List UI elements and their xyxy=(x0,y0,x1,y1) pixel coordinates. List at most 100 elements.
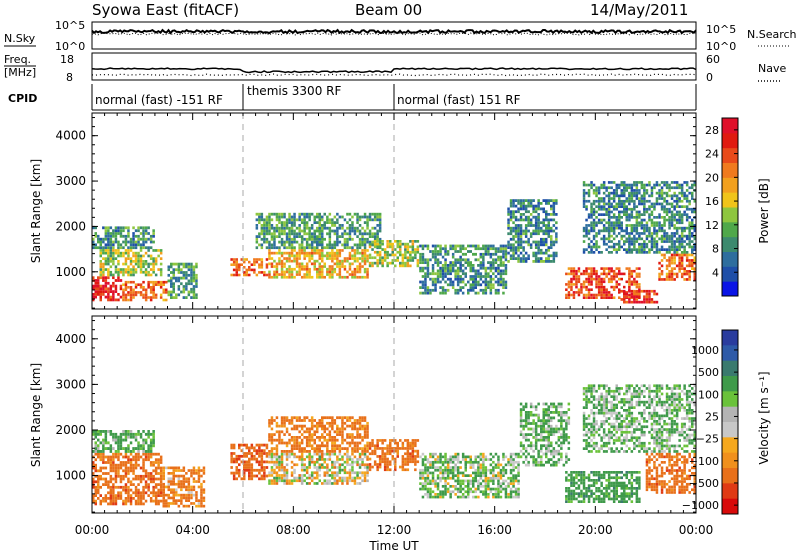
data-cell xyxy=(540,230,543,233)
data-cell xyxy=(203,497,206,500)
data-cell xyxy=(296,260,299,263)
data-cell xyxy=(356,436,359,439)
data-cell xyxy=(195,499,198,502)
data-cell xyxy=(404,251,407,254)
data-cell xyxy=(288,221,291,224)
data-cell xyxy=(150,461,153,464)
data-cell xyxy=(273,439,276,442)
data-cell xyxy=(673,278,676,281)
data-cell xyxy=(437,245,440,248)
data-cell xyxy=(102,290,105,293)
data-cell xyxy=(190,486,193,489)
data-cell xyxy=(283,482,286,485)
data-cell xyxy=(678,254,681,257)
data-cell xyxy=(618,200,621,203)
data-cell xyxy=(137,430,140,433)
data-cell xyxy=(369,458,372,461)
data-cell xyxy=(276,235,279,238)
data-cell xyxy=(389,254,392,257)
data-cell xyxy=(125,472,128,475)
data-cell xyxy=(203,469,206,472)
data-cell xyxy=(668,273,671,276)
data-cell xyxy=(691,211,694,214)
data-cell xyxy=(336,482,339,485)
data-cell xyxy=(359,433,362,436)
data-cell xyxy=(475,272,478,275)
data-cell xyxy=(293,447,296,450)
data-cell xyxy=(633,216,636,219)
data-cell xyxy=(585,184,588,187)
data-cell xyxy=(105,430,108,433)
data-cell xyxy=(636,197,639,200)
data-cell xyxy=(475,275,478,278)
data-cell xyxy=(266,227,269,230)
data-cell xyxy=(507,246,510,249)
data-cell xyxy=(326,232,329,235)
data-cell xyxy=(691,267,694,270)
data-cell xyxy=(339,224,342,227)
data-cell xyxy=(472,267,475,270)
data-cell xyxy=(140,433,143,436)
data-cell xyxy=(613,288,616,291)
data-cell xyxy=(364,456,367,459)
data-cell xyxy=(303,224,306,227)
data-cell xyxy=(296,436,299,439)
data-cell xyxy=(618,283,621,286)
data-cell xyxy=(183,483,186,486)
data-cell xyxy=(95,458,98,461)
data-cell xyxy=(583,227,586,230)
data-cell xyxy=(112,274,115,277)
data-cell xyxy=(263,469,266,472)
data-cell xyxy=(673,213,676,216)
data-cell xyxy=(256,452,259,455)
data-cell xyxy=(185,499,188,502)
data-cell xyxy=(341,235,344,238)
data-cell xyxy=(256,246,259,249)
data-cell xyxy=(266,221,269,224)
data-cell xyxy=(311,224,314,227)
data-cell xyxy=(286,276,289,279)
data-cell xyxy=(678,243,681,246)
data-cell xyxy=(142,469,145,472)
data-cell xyxy=(132,271,135,274)
data-cell xyxy=(668,208,671,211)
data-cell xyxy=(346,238,349,241)
data-cell xyxy=(130,294,133,297)
data-cell xyxy=(525,232,528,235)
data-cell xyxy=(125,475,128,478)
data-cell xyxy=(409,259,412,262)
data-cell xyxy=(170,488,173,491)
data-cell xyxy=(251,469,254,472)
data-cell xyxy=(268,246,271,249)
data-cell xyxy=(583,286,586,289)
data-cell xyxy=(170,280,173,283)
data-cell xyxy=(507,224,510,227)
data-cell xyxy=(356,433,359,436)
data-cell xyxy=(366,479,369,482)
data-cell xyxy=(530,246,533,249)
data-cell xyxy=(324,246,327,249)
data-cell xyxy=(298,255,301,258)
data-cell xyxy=(530,199,533,202)
data-cell xyxy=(155,257,158,260)
data-cell xyxy=(465,258,468,261)
data-cell xyxy=(301,450,304,453)
data-cell xyxy=(631,200,634,203)
data-cell xyxy=(688,192,691,195)
data-cell xyxy=(107,229,110,232)
data-cell xyxy=(658,195,661,198)
data-cell xyxy=(112,293,115,296)
data-cell xyxy=(107,480,110,483)
data-cell xyxy=(676,273,679,276)
data-cell xyxy=(351,477,354,480)
data-cell xyxy=(303,276,306,279)
data-cell xyxy=(268,276,271,279)
data-cell xyxy=(105,456,108,459)
data-cell xyxy=(321,453,324,456)
data-cell xyxy=(102,483,105,486)
data-cell xyxy=(628,294,631,297)
data-cell xyxy=(505,245,508,248)
data-cell xyxy=(341,249,344,252)
data-cell xyxy=(475,292,478,295)
data-cell xyxy=(590,288,593,291)
